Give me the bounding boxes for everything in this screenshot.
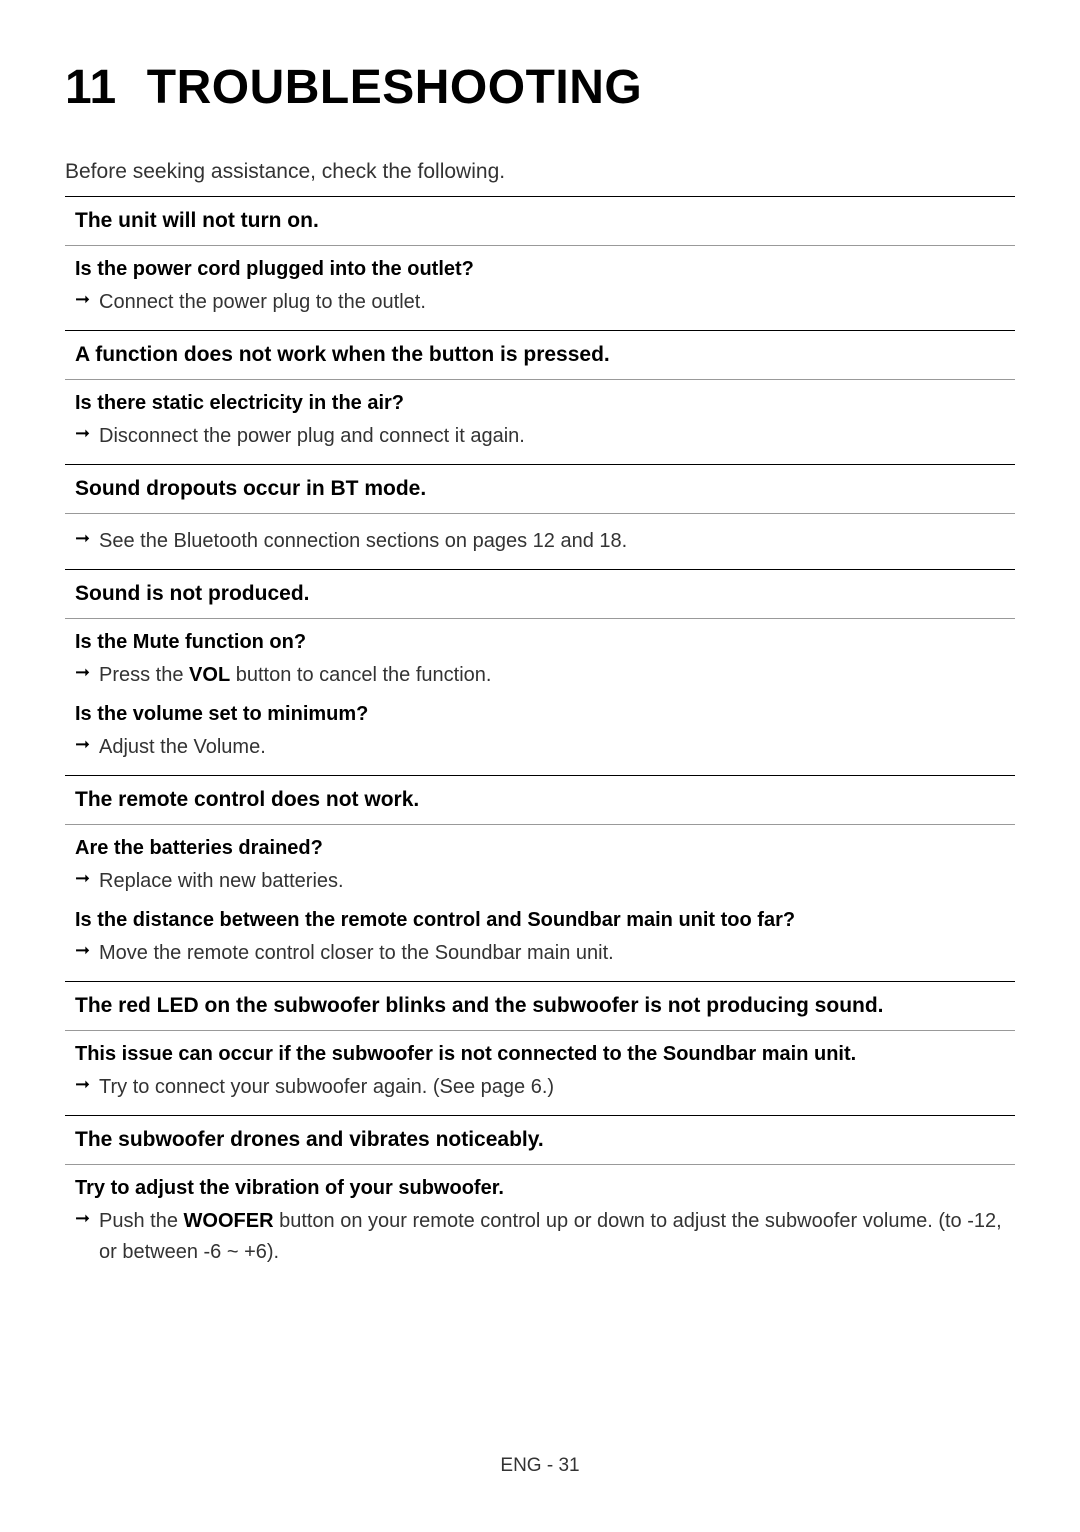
troubleshoot-question: Is the volume set to minimum? [65,699,1015,730]
troubleshoot-answer: Move the remote control closer to the So… [99,938,614,969]
troubleshoot-answer-row: ➞ Push the WOOFER button on your remote … [65,1204,1015,1280]
troubleshoot-question: Is there static electricity in the air? [65,380,1015,419]
arrow-icon: ➞ [75,421,99,444]
arrow-icon: ➞ [75,866,99,889]
troubleshoot-answer-row: ➞ Press the VOL button to cancel the fun… [65,658,1015,699]
troubleshoot-answer: Replace with new batteries. [99,866,344,897]
section-heading: The remote control does not work. [65,775,1015,825]
section-heading: Sound dropouts occur in BT mode. [65,464,1015,514]
chapter-title-text: TROUBLESHOOTING [147,61,643,114]
chapter-number: 11 [65,60,117,115]
arrow-icon: ➞ [75,938,99,961]
answer-bold: WOOFER [184,1210,274,1232]
troubleshoot-question: This issue can occur if the subwoofer is… [65,1031,1015,1070]
troubleshoot-answer: Adjust the Volume. [99,732,266,763]
troubleshoot-question: Is the power cord plugged into the outle… [65,246,1015,285]
section-heading: The subwoofer drones and vibrates notice… [65,1115,1015,1165]
troubleshoot-answer-row: ➞ Replace with new batteries. [65,864,1015,905]
arrow-icon: ➞ [75,526,99,549]
troubleshoot-question: Try to adjust the vibration of your subw… [65,1165,1015,1204]
answer-bold: VOL [189,664,230,686]
arrow-icon: ➞ [75,287,99,310]
section-heading: The red LED on the subwoofer blinks and … [65,981,1015,1031]
answer-pre: Push the [99,1210,184,1232]
page-footer: ENG - 31 [0,1455,1080,1477]
troubleshoot-answer: See the Bluetooth connection sections on… [99,526,627,557]
troubleshoot-answer-row: ➞ See the Bluetooth connection sections … [65,514,1015,569]
troubleshoot-answer-row: ➞ Connect the power plug to the outlet. [65,285,1015,330]
arrow-icon: ➞ [75,1206,99,1229]
troubleshoot-answer: Connect the power plug to the outlet. [99,287,426,318]
troubleshoot-answer-row: ➞ Try to connect your subwoofer again. (… [65,1070,1015,1115]
arrow-icon: ➞ [75,660,99,683]
troubleshoot-answer-row: ➞ Disconnect the power plug and connect … [65,419,1015,464]
troubleshoot-question: Is the Mute function on? [65,619,1015,658]
troubleshoot-answer-row: ➞ Adjust the Volume. [65,730,1015,775]
troubleshoot-answer-row: ➞ Move the remote control closer to the … [65,936,1015,981]
answer-post: button to cancel the function. [230,664,491,686]
troubleshoot-answer: Push the WOOFER button on your remote co… [99,1206,1005,1268]
section-heading: A function does not work when the button… [65,330,1015,380]
section-heading: Sound is not produced. [65,569,1015,619]
troubleshoot-answer: Press the VOL button to cancel the funct… [99,660,491,691]
intro-text: Before seeking assistance, check the fol… [65,160,1015,184]
troubleshoot-answer: Disconnect the power plug and connect it… [99,421,525,452]
section-heading: The unit will not turn on. [65,196,1015,246]
arrow-icon: ➞ [75,732,99,755]
troubleshoot-answer: Try to connect your subwoofer again. (Se… [99,1072,554,1103]
troubleshoot-question: Is the distance between the remote contr… [65,905,1015,936]
chapter-title: 11 TROUBLESHOOTING [65,60,1015,115]
arrow-icon: ➞ [75,1072,99,1095]
troubleshoot-question: Are the batteries drained? [65,825,1015,864]
answer-pre: Press the [99,664,189,686]
